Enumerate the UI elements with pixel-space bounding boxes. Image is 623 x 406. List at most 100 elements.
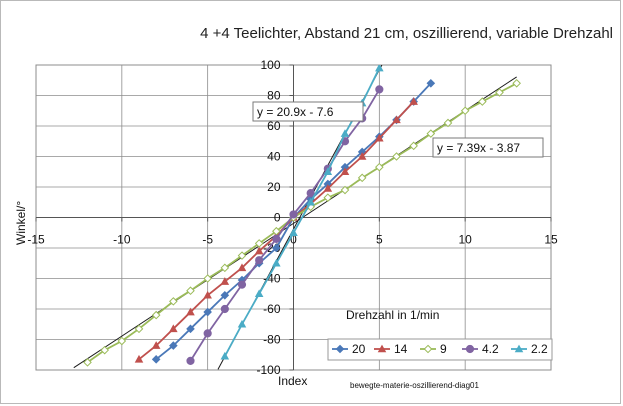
data-point bbox=[237, 251, 247, 260]
data-point bbox=[186, 286, 195, 296]
data-point bbox=[100, 345, 109, 355]
legend-label: 20 bbox=[352, 342, 366, 356]
data-point bbox=[220, 277, 230, 285]
x-tick-label: 15 bbox=[544, 233, 558, 247]
trendline-equation: y = 7.39x - 3.87 bbox=[437, 141, 520, 155]
series-9 bbox=[83, 78, 521, 367]
legend-marker bbox=[335, 344, 345, 354]
data-point bbox=[340, 185, 350, 195]
x-tick-label: -10 bbox=[113, 233, 131, 247]
legend-marker bbox=[423, 344, 433, 354]
x-tick-label: -15 bbox=[27, 233, 45, 247]
data-point bbox=[169, 341, 178, 350]
data-point bbox=[375, 65, 384, 72]
data-point bbox=[478, 97, 487, 106]
data-point bbox=[323, 193, 333, 202]
data-point bbox=[220, 351, 230, 360]
data-point bbox=[375, 85, 384, 94]
data-point bbox=[237, 263, 247, 272]
y-tick-label: 40 bbox=[267, 150, 281, 164]
data-point bbox=[134, 354, 144, 363]
legend-item-2-2: 2.2 bbox=[511, 342, 548, 356]
data-point bbox=[375, 162, 384, 172]
y-tick-label: 100 bbox=[260, 58, 280, 72]
trendline-equations: y = 20.9x - 7.6 y = 7.39x - 3.87 bbox=[252, 101, 544, 158]
series-line bbox=[189, 88, 381, 362]
y-tick-label: 80 bbox=[267, 89, 281, 103]
data-point bbox=[392, 115, 401, 124]
data-point bbox=[254, 246, 264, 255]
data-point bbox=[409, 97, 418, 105]
data-point bbox=[186, 356, 195, 365]
legend-item-4-2: 4.2 bbox=[462, 342, 499, 356]
y-tick-label: -60 bbox=[263, 302, 281, 316]
y-tick-label: -40 bbox=[263, 272, 281, 286]
x-tick-label: 0 bbox=[290, 233, 297, 247]
series-4-2 bbox=[186, 85, 384, 365]
legend-item-9: 9 bbox=[420, 342, 447, 356]
data-point bbox=[375, 133, 384, 142]
data-point bbox=[272, 243, 281, 253]
data-point bbox=[460, 106, 470, 116]
data-point bbox=[495, 88, 504, 97]
chart-title: 4 +4 Teelichter, Abstand 21 cm, oszillie… bbox=[200, 25, 613, 42]
data-point bbox=[237, 280, 247, 289]
trendline-equation: y = 20.9x - 7.6 bbox=[257, 105, 334, 119]
legend-item-14: 14 bbox=[374, 342, 408, 356]
data-point bbox=[203, 329, 212, 338]
data-point bbox=[323, 184, 333, 192]
y-tick-label: 20 bbox=[267, 180, 281, 194]
x-tick-label: 5 bbox=[376, 233, 383, 247]
data-point bbox=[203, 274, 212, 283]
legend-marker bbox=[465, 344, 475, 354]
data-point bbox=[255, 256, 264, 265]
data-point bbox=[117, 336, 127, 346]
legend-label: 2.2 bbox=[531, 342, 548, 356]
data-point bbox=[254, 239, 264, 248]
data-point bbox=[83, 358, 92, 367]
data-point bbox=[289, 228, 298, 237]
y-tick-label: 60 bbox=[267, 119, 281, 133]
data-point bbox=[220, 263, 230, 273]
legend-marker bbox=[377, 344, 387, 353]
x-tick-label: 10 bbox=[458, 233, 472, 247]
footnote: bewegte-materie-oszillierend-diag01 bbox=[350, 381, 480, 390]
data-point bbox=[272, 234, 281, 243]
data-point bbox=[392, 152, 401, 161]
legend-label: 9 bbox=[440, 342, 447, 356]
y-tick-label: -80 bbox=[263, 333, 281, 347]
data-point bbox=[151, 341, 161, 349]
series-line bbox=[86, 82, 518, 364]
data-point bbox=[151, 310, 161, 320]
data-point bbox=[272, 258, 281, 267]
data-point bbox=[443, 118, 453, 128]
data-point bbox=[357, 173, 367, 183]
data-point bbox=[340, 129, 350, 137]
legend-label: 4.2 bbox=[482, 342, 499, 356]
axes: -15 -10 -5 0 5 10 15-100-80-60-40-200204060801… bbox=[27, 58, 558, 377]
data-point bbox=[134, 324, 144, 334]
legend-label: 14 bbox=[394, 342, 408, 356]
data-point bbox=[306, 189, 315, 198]
data-point bbox=[186, 324, 195, 334]
trendline-equation-box bbox=[432, 137, 544, 158]
data-point bbox=[340, 167, 350, 176]
data-point bbox=[169, 324, 178, 333]
y-tick-label: 0 bbox=[274, 211, 281, 225]
data-point bbox=[203, 307, 212, 317]
y-tick-label: -100 bbox=[256, 363, 280, 377]
data-point bbox=[186, 307, 195, 316]
data-point bbox=[254, 289, 264, 298]
data-point bbox=[426, 129, 436, 138]
legend-title: Drehzahl in 1/min bbox=[346, 308, 439, 322]
data-point bbox=[306, 197, 315, 206]
data-point bbox=[203, 290, 212, 299]
data-point bbox=[512, 78, 521, 88]
y-axis-label: Winkel/° bbox=[14, 201, 28, 245]
x-axis-label: Index bbox=[278, 374, 307, 388]
legend-box bbox=[327, 338, 553, 361]
data-point bbox=[169, 297, 178, 306]
data-point bbox=[426, 78, 436, 88]
